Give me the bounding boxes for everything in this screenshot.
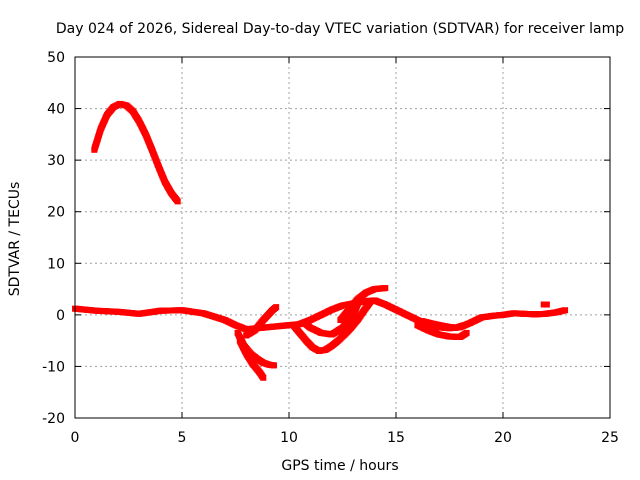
data-points	[72, 100, 569, 381]
y-tick-label: 50	[47, 50, 65, 66]
data-point	[463, 329, 470, 336]
y-tick-label: 20	[47, 205, 65, 221]
y-tick-label: 30	[47, 153, 65, 169]
series-arc-5	[243, 304, 280, 339]
data-point	[461, 322, 468, 329]
data-point	[543, 301, 550, 308]
series-arc-10	[418, 318, 468, 331]
data-point	[174, 198, 181, 205]
x-tick-label: 5	[178, 430, 187, 446]
data-point	[271, 362, 278, 369]
x-tick-label: 15	[387, 430, 405, 446]
data-point	[562, 307, 569, 314]
plot-frame	[74, 56, 611, 419]
y-tick-label: 10	[47, 256, 65, 272]
series-arc-11	[540, 301, 550, 308]
x-tick-label: 0	[71, 430, 80, 446]
x-tick-label: 20	[494, 430, 512, 446]
y-tick-label: 40	[47, 102, 65, 118]
series-arc-4	[236, 337, 267, 381]
series-arc-2	[72, 297, 569, 333]
y-tick-label: 0	[56, 308, 65, 324]
series-arc-1	[91, 100, 181, 205]
series-arc-9	[414, 322, 470, 340]
series-arc-6	[290, 298, 374, 354]
x-axis-label: GPS time / hours	[281, 458, 398, 474]
x-tick-label: 25	[601, 430, 619, 446]
y-axis-label: SDTVAR / TECUs	[7, 182, 23, 297]
data-point	[367, 298, 374, 305]
y-tick-label: -10	[42, 359, 65, 375]
grid-lines	[75, 57, 610, 418]
axis-ticks: 0 5 10 15 20 25 -20 -10 0 10 20 30 40 50	[42, 50, 619, 446]
data-point	[382, 285, 389, 292]
y-tick-label: -20	[42, 411, 65, 427]
series-arc-8	[337, 285, 389, 323]
data-point	[260, 374, 267, 381]
x-tick-label: 10	[280, 430, 298, 446]
data-point	[273, 304, 280, 311]
chart-title: Day 024 of 2026, Sidereal Day-to-day VTE…	[56, 21, 624, 37]
